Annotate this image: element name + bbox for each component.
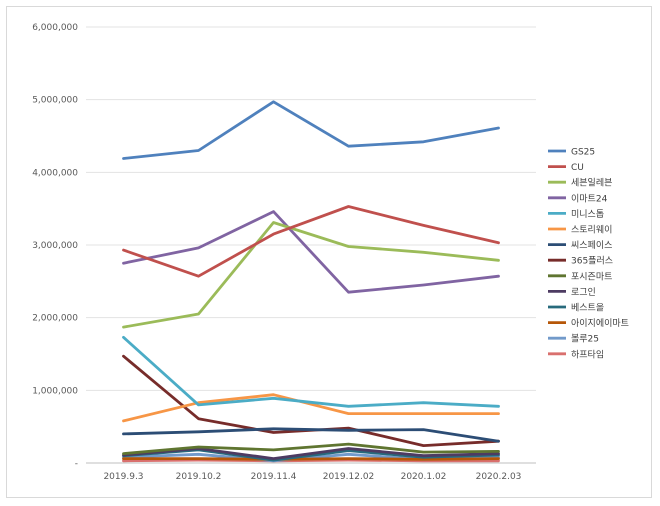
- series-line: [122, 210, 500, 294]
- series-line: [122, 221, 500, 329]
- series-line: [122, 447, 500, 461]
- legend-label: CU: [571, 163, 584, 173]
- series-line: [122, 427, 500, 443]
- y-tick-label: -: [75, 459, 78, 469]
- y-tick-label: 6,000,000: [32, 23, 78, 33]
- series-line: [122, 393, 500, 423]
- legend-label: 아이지에이마트: [571, 318, 629, 329]
- legend-label: 미니스톱: [571, 209, 604, 220]
- x-tick-label: 2019.11.4: [251, 472, 297, 482]
- y-tick-label: 3,000,000: [32, 241, 78, 251]
- series-line: [122, 458, 500, 463]
- legend-label: GS25: [571, 148, 595, 158]
- legend-label: 볼루25: [571, 334, 599, 345]
- y-tick-label: 5,000,000: [32, 96, 78, 106]
- x-tick-label: 2020.1.02: [401, 472, 447, 482]
- x-tick-label: 2019.10.2: [176, 472, 222, 482]
- legend-label: 세븐일레븐: [571, 178, 612, 189]
- series-line: [122, 335, 500, 408]
- legend-label: 로그인: [571, 287, 596, 298]
- series-line: [122, 457, 500, 461]
- x-tick-label: 2020.2.03: [476, 472, 522, 482]
- y-tick-label: 1,000,000: [32, 386, 78, 396]
- legend-label: 스토리웨이: [571, 224, 612, 236]
- legend-label: 베스트올: [571, 303, 604, 314]
- legend-label: 이마트24: [571, 193, 608, 204]
- series-line: [122, 100, 500, 160]
- y-tick-label: 2,000,000: [32, 314, 78, 324]
- series-line: [122, 442, 500, 456]
- x-tick-label: 2019.12.02: [323, 472, 375, 482]
- legend-label: 포시즌마트: [571, 271, 612, 282]
- chart-frame: [6, 6, 652, 498]
- legend-label: 씨스페이스: [571, 240, 612, 251]
- series-line: [122, 205, 500, 278]
- y-tick-label: 4,000,000: [32, 168, 78, 178]
- legend-label: 하프타임: [571, 348, 604, 360]
- x-tick-label: 2019.9.3: [103, 472, 143, 482]
- legend-label: 365플러스: [571, 256, 613, 267]
